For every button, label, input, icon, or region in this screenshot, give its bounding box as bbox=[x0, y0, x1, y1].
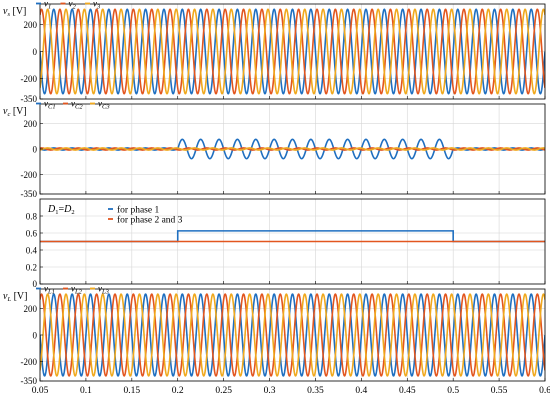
series-line-3 bbox=[40, 147, 545, 151]
legend-label: vC2 bbox=[71, 99, 83, 111]
y-axis-label: vL [V] bbox=[3, 291, 27, 303]
legend-label: vL3 bbox=[98, 284, 110, 296]
x-tick-label: 0.35 bbox=[307, 386, 324, 396]
legend-label: vL1 bbox=[44, 284, 55, 296]
series-line-3 bbox=[40, 293, 545, 377]
x-tick-label: 0.4 bbox=[355, 386, 367, 396]
x-tick-label: 0.6 bbox=[539, 386, 550, 396]
x-tick-label: 0.5 bbox=[447, 386, 459, 396]
y-tick-label: -200 bbox=[21, 74, 38, 84]
legend-label: v3 bbox=[93, 0, 101, 11]
y-tick-label: 0.6 bbox=[26, 229, 38, 239]
y-tick-label: 200 bbox=[24, 20, 38, 30]
legend-label: for phase 2 and 3 bbox=[117, 214, 183, 225]
x-tick-label: 0.3 bbox=[264, 386, 276, 396]
y-tick-label: 0.8 bbox=[26, 212, 38, 222]
y-tick-label: -350 bbox=[21, 376, 38, 386]
x-tick-label: 0.55 bbox=[491, 386, 508, 396]
legend-label: v2 bbox=[69, 0, 77, 11]
y-tick-label: 0 bbox=[33, 331, 38, 341]
y-tick-label: -200 bbox=[21, 357, 38, 367]
y-tick-label: 200 bbox=[24, 119, 38, 129]
x-tick-label: 0.1 bbox=[80, 386, 92, 396]
x-tick-label: 0.15 bbox=[124, 386, 141, 396]
panel-1: 200 0 -200 -350 v1 v2 v3 vs [V] bbox=[3, 0, 546, 104]
y-axis-label: vc [V] bbox=[3, 106, 27, 118]
panel-2: 200 0 -200 -350 vC1 vC2 vC3 vc [V] bbox=[3, 99, 546, 199]
series-line-1 bbox=[40, 230, 545, 243]
y-tick-label: -200 bbox=[21, 170, 38, 180]
y-tick-label: 200 bbox=[24, 304, 38, 314]
legend-label: for phase 1 bbox=[117, 204, 159, 215]
y-tick-label: -350 bbox=[21, 94, 38, 104]
y-tick-label: 0 bbox=[33, 47, 38, 57]
legend-label: vC1 bbox=[44, 99, 56, 111]
x-tick-label: 0.25 bbox=[215, 386, 232, 396]
y-tick-label: 0 bbox=[33, 279, 38, 289]
duty-annotation: D1=D2 bbox=[47, 204, 75, 216]
plot-frame bbox=[39, 198, 546, 285]
x-tick-label: 0.05 bbox=[32, 386, 49, 396]
x-tick-label: 0.2 bbox=[172, 386, 184, 396]
y-tick-label: 0.2 bbox=[26, 263, 37, 273]
y-tick-label: -350 bbox=[21, 189, 38, 199]
y-axis-label: vs [V] bbox=[3, 6, 26, 18]
y-tick-label: 0.4 bbox=[26, 246, 38, 256]
x-tick-label: 0.45 bbox=[399, 386, 416, 396]
legend-label: v1 bbox=[44, 0, 51, 11]
series-line-3 bbox=[40, 8, 545, 95]
legend-label: vC3 bbox=[98, 99, 110, 111]
legend-label: vL2 bbox=[71, 284, 83, 296]
y-tick-label: 0 bbox=[33, 145, 38, 155]
